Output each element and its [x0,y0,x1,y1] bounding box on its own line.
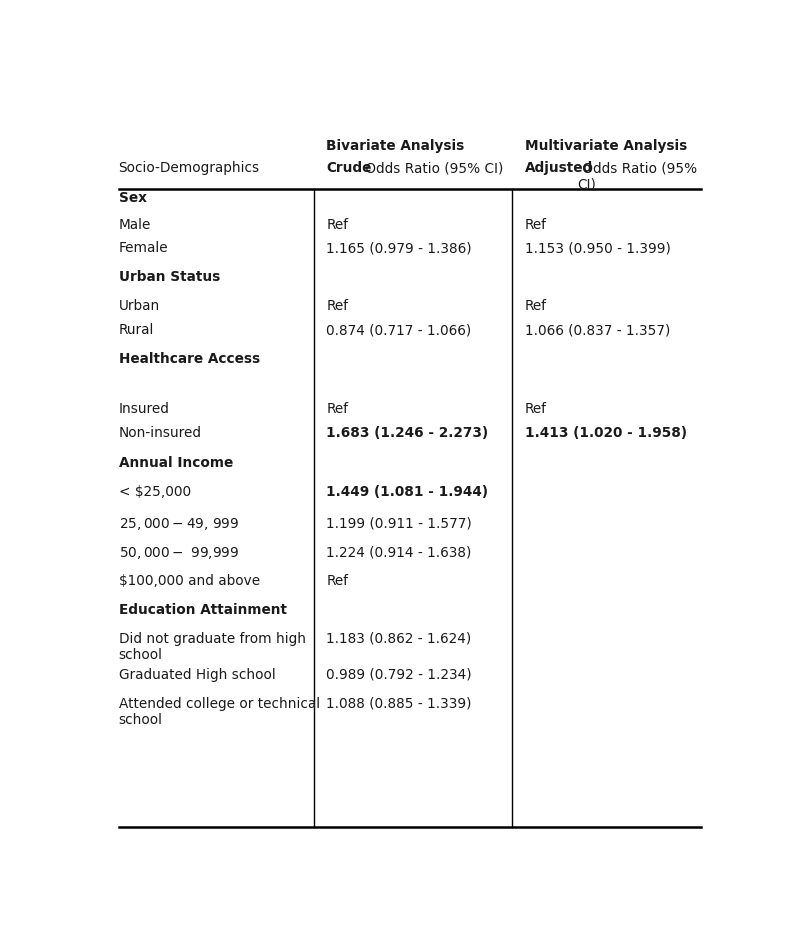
Text: Ref: Ref [326,574,348,588]
Text: Crude: Crude [326,162,372,175]
Text: Did not graduate from high
school: Did not graduate from high school [118,632,306,662]
Text: Non-insured: Non-insured [118,425,202,439]
Text: Multivariate Analysis: Multivariate Analysis [525,139,687,153]
Text: Ref: Ref [326,218,348,232]
Text: 1.183 (0.862 - 1.624): 1.183 (0.862 - 1.624) [326,632,471,646]
Text: Odds Ratio (95%
CI): Odds Ratio (95% CI) [578,162,697,192]
Text: Graduated High school: Graduated High school [118,668,275,682]
Text: Education Attainment: Education Attainment [118,603,286,617]
Text: Attended college or technical
school: Attended college or technical school [118,697,320,727]
Text: Annual Income: Annual Income [118,456,233,470]
Text: 1.449 (1.081 - 1.944): 1.449 (1.081 - 1.944) [326,485,488,499]
Text: $50,000 -$ 99,999: $50,000 -$ 99,999 [118,545,238,561]
Text: Ref: Ref [326,402,348,416]
Text: Odds Ratio (95% CI): Odds Ratio (95% CI) [362,162,504,175]
Text: 1.199 (0.911 - 1.577): 1.199 (0.911 - 1.577) [326,516,472,531]
Text: 1.165 (0.979 - 1.386): 1.165 (0.979 - 1.386) [326,241,472,255]
Text: Ref: Ref [525,402,546,416]
Text: Socio-Demographics: Socio-Demographics [118,162,260,175]
Text: Rural: Rural [118,323,154,337]
Text: Female: Female [118,241,168,255]
Text: < $25,000: < $25,000 [118,485,190,499]
Text: 1.066 (0.837 - 1.357): 1.066 (0.837 - 1.357) [525,323,670,337]
Text: 0.874 (0.717 - 1.066): 0.874 (0.717 - 1.066) [326,323,471,337]
Text: Male: Male [118,218,151,232]
Text: 1.153 (0.950 - 1.399): 1.153 (0.950 - 1.399) [525,241,670,255]
Text: $25,000 - $49, 999: $25,000 - $49, 999 [118,516,238,532]
Text: 1.088 (0.885 - 1.339): 1.088 (0.885 - 1.339) [326,697,472,711]
Text: $100,000 and above: $100,000 and above [118,574,260,588]
Text: Adjusted: Adjusted [525,162,593,175]
Text: Healthcare Access: Healthcare Access [118,352,260,366]
Text: Urban Status: Urban Status [118,270,220,285]
Text: Bivariate Analysis: Bivariate Analysis [326,139,465,153]
Text: Ref: Ref [525,300,546,314]
Text: 1.224 (0.914 - 1.638): 1.224 (0.914 - 1.638) [326,545,472,559]
Text: 1.413 (1.020 - 1.958): 1.413 (1.020 - 1.958) [525,425,686,439]
Text: Ref: Ref [525,218,546,232]
Text: Ref: Ref [326,300,348,314]
Text: 1.683 (1.246 - 2.273): 1.683 (1.246 - 2.273) [326,425,489,439]
Text: 0.989 (0.792 - 1.234): 0.989 (0.792 - 1.234) [326,668,472,682]
Text: Sex: Sex [118,192,146,206]
Text: Urban: Urban [118,300,160,314]
Text: Insured: Insured [118,402,170,416]
